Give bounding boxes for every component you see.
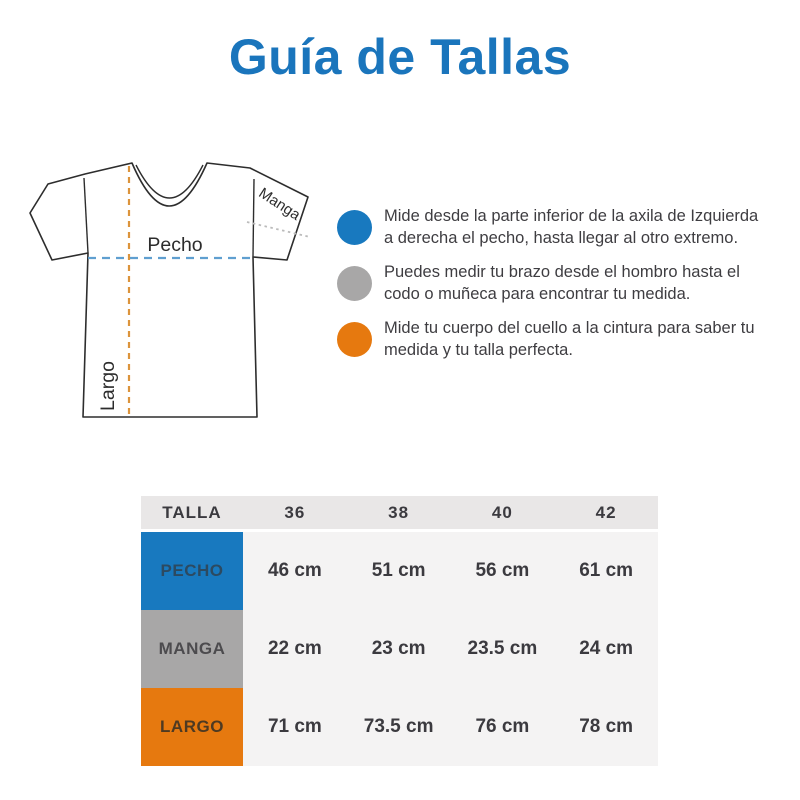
instruction-sleeve: Puedes medir tu brazo desde el hombro ha…	[337, 261, 787, 305]
row-label-manga: MANGA	[141, 610, 243, 688]
instruction-chest: Mide desde la parte inferior de la axila…	[337, 205, 787, 249]
size-table-header: TALLA 36 38 40 42	[141, 496, 658, 529]
page-title: Guía de Tallas	[228, 29, 572, 85]
instruction-line: codo o muñeca para encontrar tu medida.	[384, 285, 691, 303]
instruction-line: Mide tu cuerpo del cuello a la cintura p…	[384, 319, 755, 337]
measuring-instructions: Mide desde la parte inferior de la axila…	[337, 205, 787, 361]
column-header-40: 40	[491, 502, 513, 522]
table-cell: 46 cm	[243, 532, 347, 610]
table-cell: 56 cm	[450, 532, 555, 610]
row-label-pecho: PECHO	[141, 532, 243, 610]
instruction-length: Mide tu cuerpo del cuello a la cintura p…	[337, 317, 787, 361]
blue-dot-icon	[337, 209, 372, 245]
table-cell: 22 cm	[243, 610, 347, 688]
table-cell: 23 cm	[346, 610, 451, 688]
gray-dot-icon	[337, 265, 372, 301]
instruction-line: Mide desde la parte inferior de la axila…	[384, 207, 759, 225]
size-table: TALLA 36 38 40 42 PECHO 46 cm 51 cm 56 c…	[141, 496, 658, 766]
table-cell: 73.5 cm	[346, 688, 451, 766]
column-header-42: 42	[595, 502, 617, 522]
column-header-36: 36	[284, 502, 306, 522]
instruction-line: Puedes medir tu brazo desde el hombro ha…	[384, 263, 740, 281]
table-cell: 61 cm	[554, 532, 658, 610]
orange-dot-icon	[337, 321, 372, 357]
sleeve-measure-line	[246, 221, 311, 238]
table-cell: 24 cm	[554, 610, 658, 688]
row-label-largo: LARGO	[141, 688, 243, 766]
chest-label: Pecho	[147, 234, 202, 256]
instruction-chest-text: Mide desde la parte inferior de la axila…	[384, 205, 758, 249]
instruction-sleeve-text: Puedes medir tu brazo desde el hombro ha…	[384, 261, 740, 305]
size-table-body: PECHO 46 cm 51 cm 56 cm 61 cm MANGA 22 c…	[141, 532, 658, 766]
column-header-talla: TALLA	[162, 502, 222, 522]
table-cell: 51 cm	[346, 532, 451, 610]
tshirt-illustration: Pecho Largo Manga	[29, 162, 311, 418]
instruction-length-text: Mide tu cuerpo del cuello a la cintura p…	[384, 317, 755, 361]
column-header-38: 38	[388, 502, 410, 522]
tshirt-diagram: Pecho Largo Manga	[25, 148, 335, 433]
left-armhole-seam	[83, 177, 89, 254]
tshirt-outline	[29, 162, 309, 418]
length-label: Largo	[97, 361, 119, 411]
instruction-line: medida y tu talla perfecta.	[384, 341, 573, 359]
table-cell: 71 cm	[243, 688, 347, 766]
table-cell: 76 cm	[450, 688, 555, 766]
instruction-line: a derecha el pecho, hasta llegar al otro…	[384, 229, 739, 247]
table-cell: 78 cm	[554, 688, 658, 766]
table-cell: 23.5 cm	[450, 610, 555, 688]
collar-inner-line	[135, 164, 204, 199]
right-armhole-seam	[252, 178, 255, 258]
